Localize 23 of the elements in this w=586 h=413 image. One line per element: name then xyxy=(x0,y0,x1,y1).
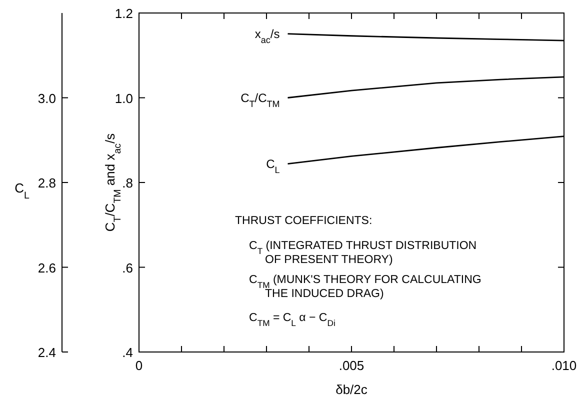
x-axis-title: δb/2c xyxy=(336,382,368,397)
y2-tick-label: 2.6 xyxy=(38,260,56,276)
x-tick-label: .005 xyxy=(338,358,364,373)
y-tick-label: .6 xyxy=(122,260,133,276)
y2-tick-label: 2.4 xyxy=(38,345,56,360)
annotation: C$_{T}$ (INTEGRATED THRUST DISTRIBUTION xyxy=(249,240,477,256)
y-tick-label: 1.0 xyxy=(114,90,133,106)
annotation: C$_{TM}$ (MUNK'S THEORY FOR CALCULATING xyxy=(249,274,482,290)
annotation: THE INDUCED DRAG) xyxy=(265,288,384,300)
series-label: C$_{T}$/C$_{TM}$ xyxy=(240,90,280,109)
y-tick-label: .8 xyxy=(122,176,133,190)
y2-tick-label: 3.0 xyxy=(38,90,56,106)
x-tick-label: .010 xyxy=(551,358,577,373)
y2-tick-label: 2.8 xyxy=(38,176,56,190)
annotation: C$_{TM}$ = C$_{L}$ α − C$_{Di}$ xyxy=(249,312,336,328)
series-label: C$_{L}$ xyxy=(266,156,280,175)
annotation: THRUST COEFFICIENTS: xyxy=(235,215,372,227)
y-tick-label: 1.2 xyxy=(114,6,133,21)
x-tick-label: 0 xyxy=(135,358,143,373)
y2-axis-title: C$_{L}$ xyxy=(14,180,30,201)
legend-label: x$_{ac}$/s xyxy=(254,26,280,45)
annotation: OF PRESENT THEORY) xyxy=(265,254,393,266)
y-tick-label: .4 xyxy=(122,345,133,360)
